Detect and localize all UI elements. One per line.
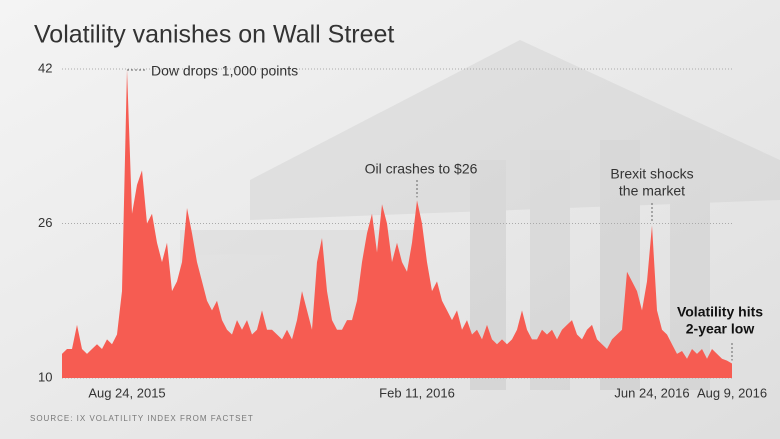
x-tick-label: Aug 24, 2015 (88, 385, 165, 400)
y-tick-label: 42 (38, 60, 52, 75)
x-tick-label: Jun 24, 2016 (614, 385, 689, 400)
y-tick-label: 26 (38, 215, 52, 230)
annotation: Brexit shocks (610, 166, 693, 182)
annotation: Volatility hits (677, 304, 763, 320)
annotation: Dow drops 1,000 points (151, 63, 298, 79)
x-tick-label: Feb 11, 2016 (379, 385, 455, 400)
annotation: Oil crashes to $26 (365, 161, 478, 177)
y-tick-label: 10 (38, 369, 52, 384)
source: SOURCE: IX VOLATILITY INDEX FROM FACTSET (30, 414, 254, 423)
chart-title: Volatility vanishes on Wall Street (34, 21, 394, 49)
annotation: the market (619, 183, 685, 199)
x-tick-label: Aug 9, 2016 (697, 385, 767, 400)
annotation: 2-year low (686, 321, 755, 337)
area (62, 69, 732, 378)
building-backdrop (180, 40, 780, 390)
